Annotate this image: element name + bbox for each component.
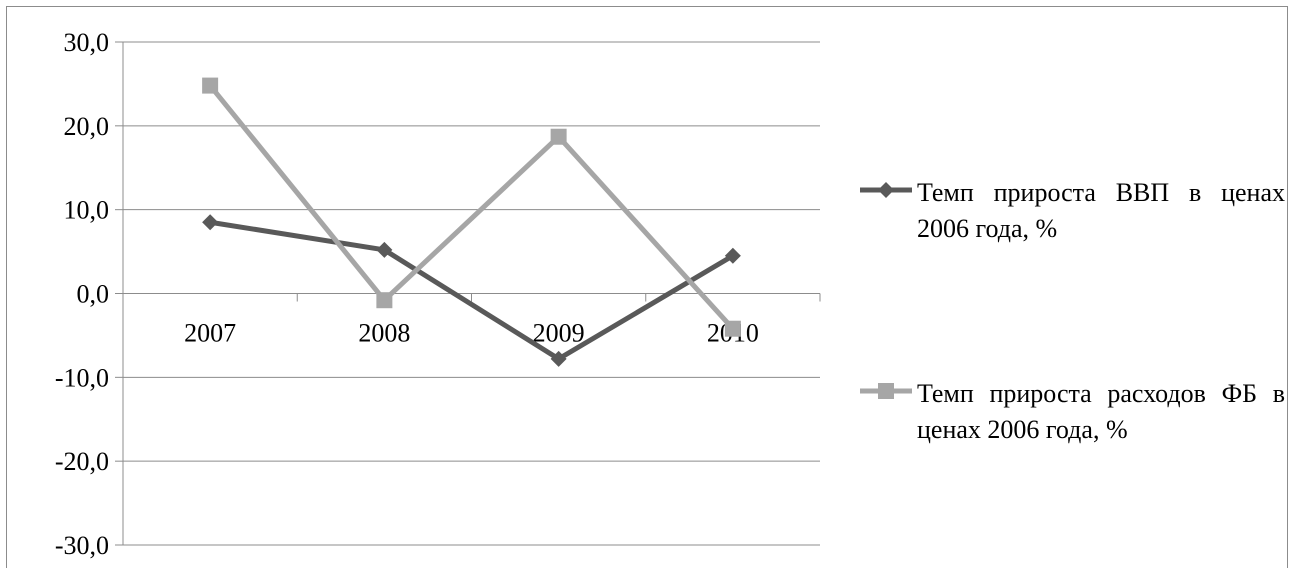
series-line-0 bbox=[209, 219, 735, 362]
y-tick-label: -20,0 bbox=[55, 447, 109, 476]
series-line-1 bbox=[208, 84, 735, 331]
y-tick-labels: 30,0 20,0 10,0 0,0 -10,0 -20,0 -30,0 bbox=[55, 28, 109, 560]
y-tick-label: -30,0 bbox=[55, 531, 109, 560]
x-tick-label: 2008 bbox=[358, 319, 410, 348]
data-point-diamond bbox=[724, 247, 741, 264]
y-tick-label: 10,0 bbox=[64, 196, 110, 225]
data-point-diamond bbox=[202, 214, 219, 231]
data-point-square bbox=[202, 77, 219, 94]
data-point-square bbox=[550, 128, 567, 145]
x-tick-labels: 2007200820092010 bbox=[184, 319, 759, 348]
axes bbox=[115, 41, 821, 546]
legend-swatch-marker bbox=[878, 182, 894, 198]
legend-swatches bbox=[860, 182, 912, 399]
chart-frame bbox=[6, 6, 1288, 568]
data-point-square bbox=[376, 292, 393, 309]
y-tick-label: 30,0 bbox=[64, 28, 110, 57]
legend-swatch-marker bbox=[878, 383, 894, 399]
data-point-diamond bbox=[376, 241, 393, 258]
legend-label-spending: Темп прироста расходов ФБ в ценах 2006 г… bbox=[917, 379, 1285, 444]
x-tick-label: 2007 bbox=[184, 319, 236, 348]
y-tick-label: -10,0 bbox=[55, 363, 109, 392]
y-tick-label: 20,0 bbox=[64, 112, 110, 141]
y-tick-label: 0,0 bbox=[77, 280, 110, 309]
data-point-square bbox=[724, 320, 741, 337]
data-point-diamond bbox=[550, 350, 567, 367]
series-layer bbox=[202, 77, 741, 367]
legend-label-gdp: Темп прироста ВВП в ценах 2006 года, % bbox=[917, 178, 1285, 243]
x-tick-label: 2009 bbox=[533, 319, 585, 348]
